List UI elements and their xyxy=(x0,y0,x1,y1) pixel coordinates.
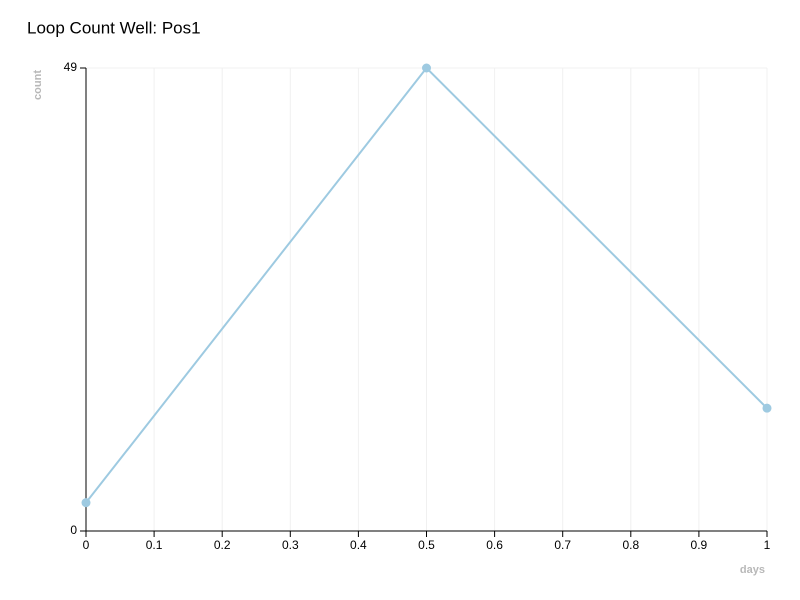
x-tick-label: 0.4 xyxy=(350,538,367,552)
y-tick-label: 0 xyxy=(70,523,77,537)
x-tick-label: 1 xyxy=(764,538,771,552)
y-axis-title: count xyxy=(32,70,44,100)
x-tick-label: 0.8 xyxy=(622,538,639,552)
x-axis-title: days xyxy=(740,564,765,576)
x-tick-label: 0.1 xyxy=(146,538,163,552)
x-tick-label: 0.9 xyxy=(691,538,708,552)
y-tick-label: 49 xyxy=(64,60,78,74)
chart-title: Loop Count Well: Pos1 xyxy=(27,18,201,37)
x-tick-label: 0 xyxy=(83,538,90,552)
x-tick-label: 0.3 xyxy=(282,538,299,552)
x-tick-label: 0.2 xyxy=(214,538,231,552)
data-point xyxy=(762,403,772,413)
x-tick-label: 0.7 xyxy=(554,538,571,552)
x-tick-label: 0.5 xyxy=(418,538,435,552)
data-point xyxy=(81,498,91,508)
x-tick-label: 0.6 xyxy=(486,538,503,552)
data-point xyxy=(422,63,431,73)
